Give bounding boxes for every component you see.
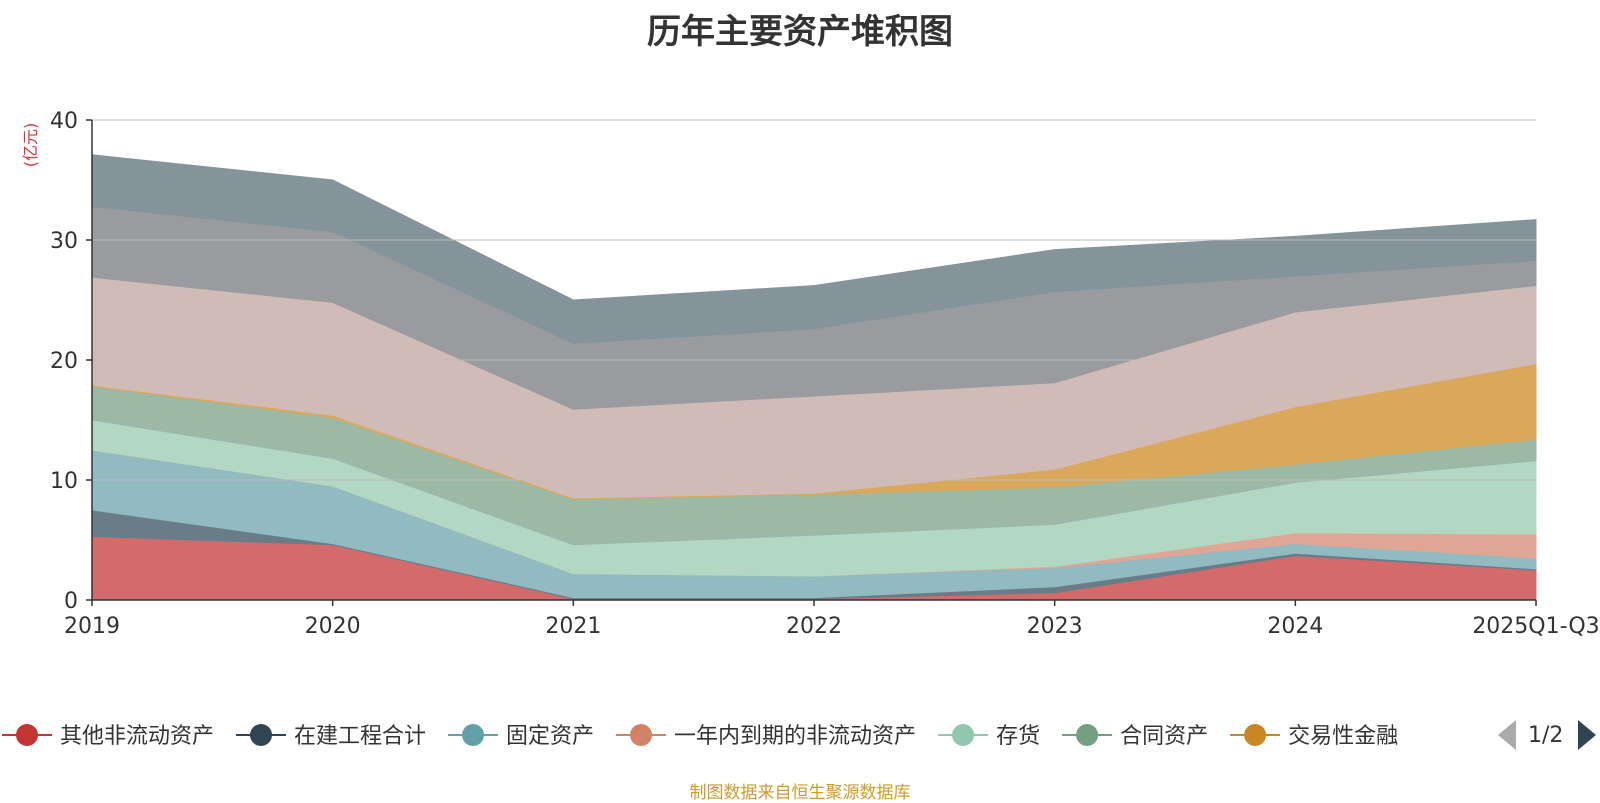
area-layer bbox=[91, 154, 1537, 601]
area-series-10 bbox=[91, 154, 1537, 344]
grid-layer bbox=[92, 119, 1536, 481]
y-unit-label: (亿元) bbox=[21, 123, 40, 168]
legend-label-6: 合同资产 bbox=[1120, 724, 1208, 749]
legend-item-在建工程合计[interactable]: 在建工程合计 bbox=[236, 724, 426, 749]
axes-layer: 0 10 20 30 40 2019 2020 2021 2022 2023 2024 2025Q1-… bbox=[50, 109, 1600, 639]
legend-label-4: 一年内到期的非流动资产 bbox=[674, 724, 916, 749]
legend-item-交易性金融[interactable]: 交易性金融 bbox=[1230, 724, 1398, 749]
y-tick-label-30: 30 bbox=[50, 229, 78, 254]
y-tick-label-10: 10 bbox=[50, 469, 78, 494]
legend-marker-1 bbox=[16, 724, 38, 746]
x-tick-label-2025Q1-Q3: 2025Q1-Q3 bbox=[1472, 614, 1599, 639]
legend-label-1: 其他非流动资产 bbox=[60, 724, 214, 749]
legend-marker-2 bbox=[250, 724, 273, 746]
legend-item-固定资产[interactable]: 固定资产 bbox=[448, 724, 594, 749]
x-tick-label-2024: 2024 bbox=[1267, 614, 1323, 639]
x-tick-label-2022: 2022 bbox=[786, 614, 842, 639]
y-tick-label-20: 20 bbox=[50, 349, 78, 374]
y-tick-label-0: 0 bbox=[64, 589, 78, 614]
legend-label-5: 存货 bbox=[996, 724, 1040, 749]
legend-marker-6 bbox=[1076, 724, 1099, 746]
legend-label-3: 固定资产 bbox=[506, 724, 594, 749]
x-tick-label-2023: 2023 bbox=[1027, 614, 1083, 639]
legend-item-其他非流动资产[interactable]: 其他非流动资产 bbox=[2, 724, 214, 749]
legend-label-2: 在建工程合计 bbox=[294, 724, 426, 749]
x-tick-label-2021: 2021 bbox=[545, 614, 601, 639]
legend: 其他非流动资产 在建工程合计 固定资产 一年内到期的非流动资产 存货 合同资产 交易性金融 1… bbox=[2, 720, 1596, 750]
legend-marker-3 bbox=[462, 724, 485, 746]
chart-title: 历年主要资产堆积图 bbox=[647, 12, 953, 52]
legend-item-合同资产[interactable]: 合同资产 bbox=[1062, 724, 1208, 749]
legend-page-indicator: 1/2 bbox=[1528, 723, 1563, 748]
legend-marker-5 bbox=[952, 724, 975, 746]
legend-marker-4 bbox=[630, 724, 653, 746]
legend-prev-page-icon[interactable] bbox=[1498, 720, 1516, 750]
x-tick-label-2019: 2019 bbox=[64, 614, 120, 639]
y-tick-label-40: 40 bbox=[50, 109, 78, 134]
legend-label-7: 交易性金融 bbox=[1288, 724, 1398, 749]
legend-next-page-icon[interactable] bbox=[1578, 720, 1596, 750]
footer-source: 制图数据来自恒生聚源数据库 bbox=[689, 783, 911, 803]
legend-item-存货[interactable]: 存货 bbox=[938, 724, 1040, 749]
legend-marker-7 bbox=[1244, 724, 1267, 746]
legend-item-一年内到期的非流动资产[interactable]: 一年内到期的非流动资产 bbox=[616, 724, 916, 749]
x-tick-label-2020: 2020 bbox=[305, 614, 361, 639]
